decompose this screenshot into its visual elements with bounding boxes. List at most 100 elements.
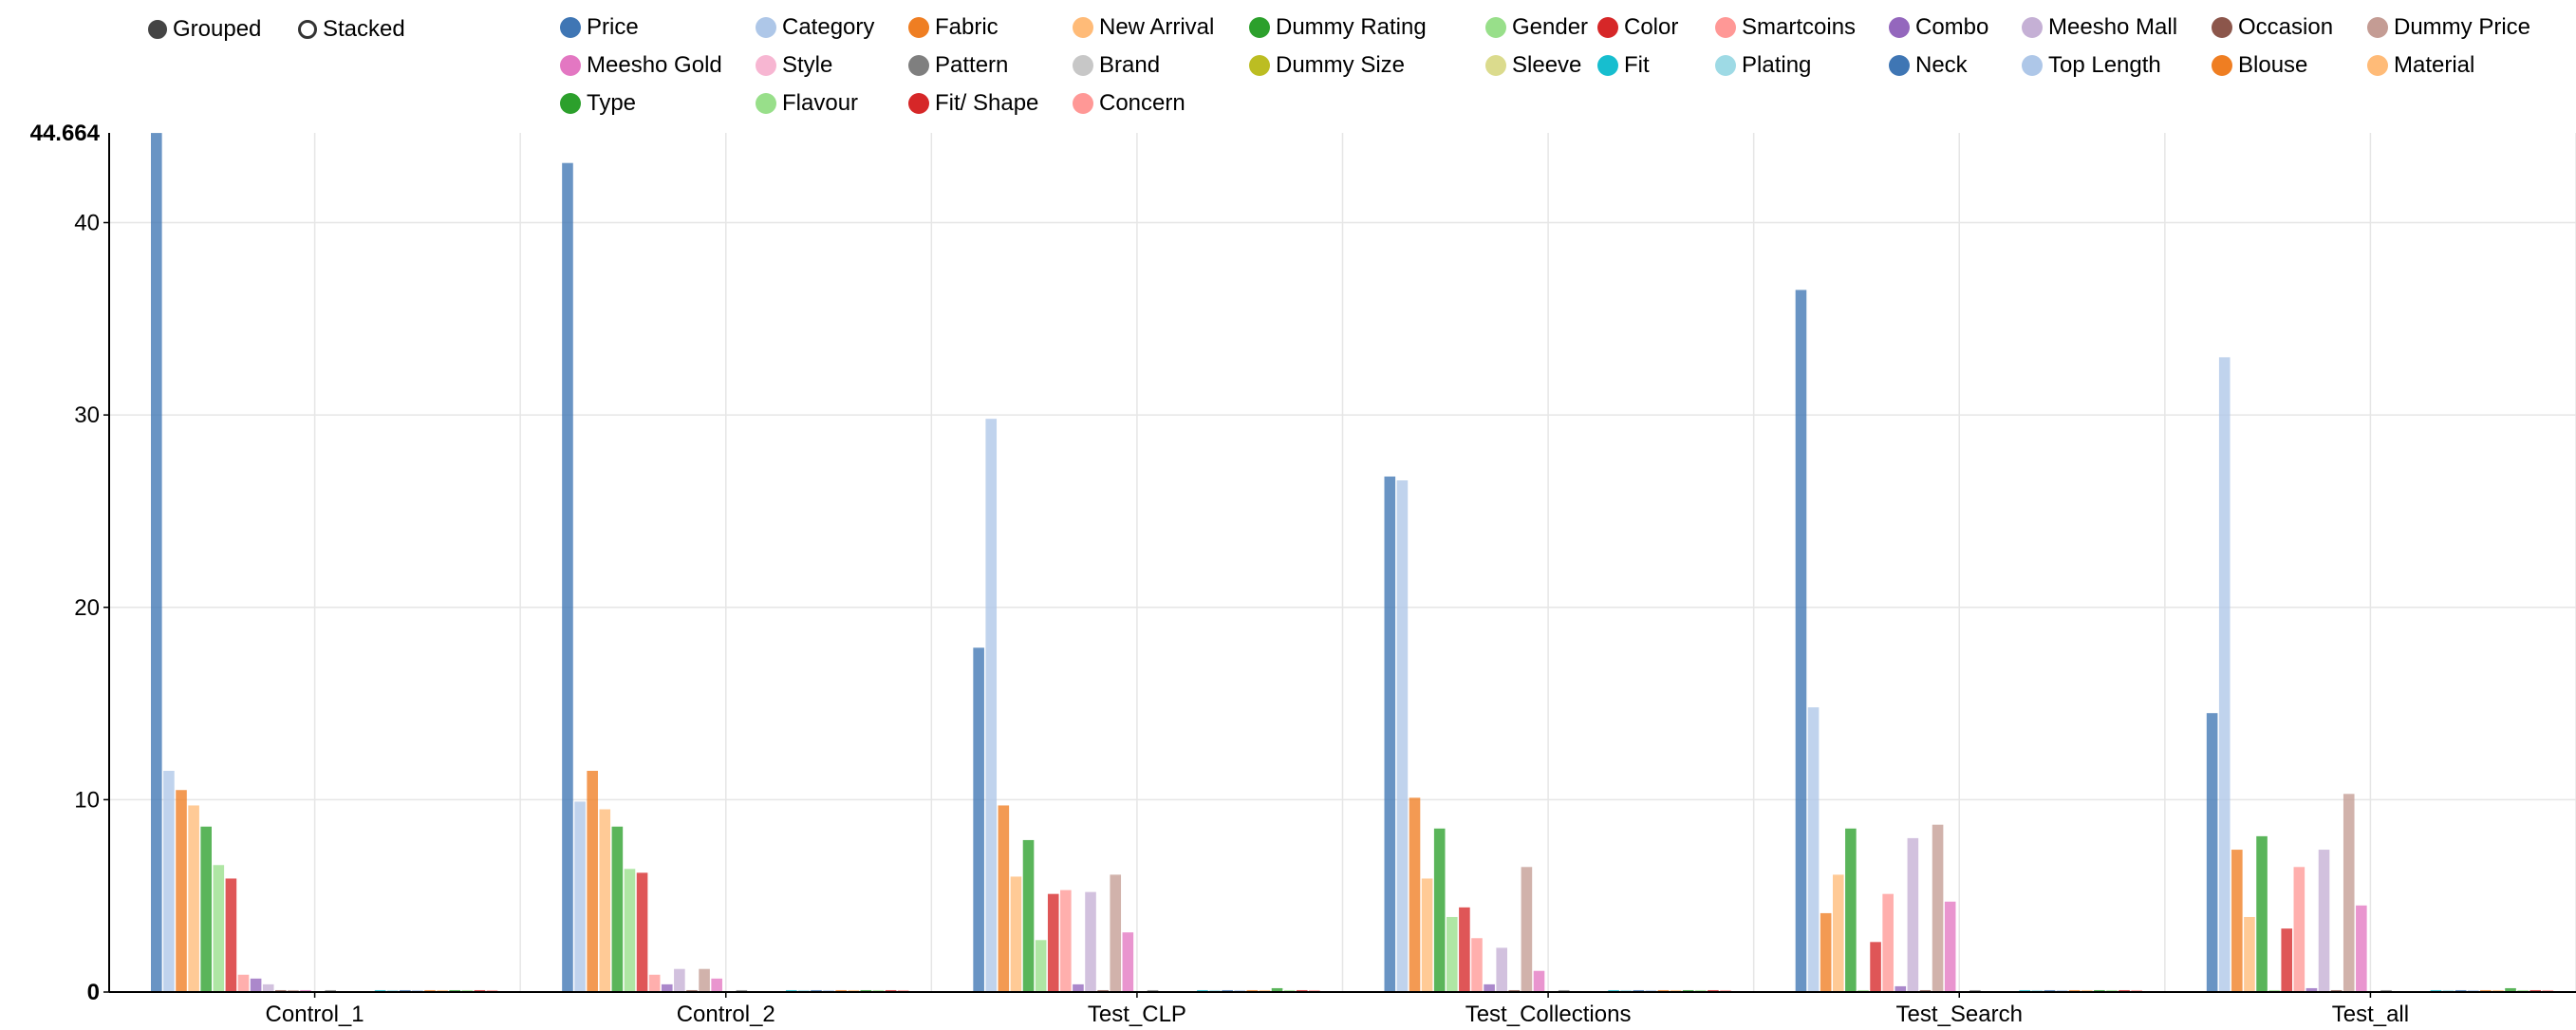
bar <box>225 878 237 992</box>
bar <box>386 989 399 992</box>
bar <box>1283 989 1296 992</box>
bar <box>661 983 673 992</box>
legend-item[interactable]: Brand <box>1073 52 1160 79</box>
bar <box>1209 989 1221 992</box>
legend-swatch-icon <box>2367 55 2388 76</box>
bar <box>262 983 274 992</box>
x-tick-label: Control_2 <box>677 1002 775 1027</box>
bar <box>835 989 847 992</box>
legend-item[interactable]: Category <box>756 14 874 41</box>
bar <box>1633 989 1645 992</box>
y-max-label: 44.664 <box>30 121 101 146</box>
bar <box>1832 874 1844 992</box>
legend-item[interactable]: Fabric <box>908 14 999 41</box>
legend-item[interactable]: Gender <box>1485 14 1588 41</box>
bar <box>1944 901 1956 992</box>
bar <box>1907 837 1919 992</box>
legend-item[interactable]: Sleeve <box>1485 52 1581 79</box>
bar <box>151 133 162 992</box>
bar <box>2281 928 2293 992</box>
bar <box>1010 876 1022 992</box>
legend-item[interactable]: Meesho Gold <box>560 52 722 79</box>
bar <box>424 989 436 992</box>
legend-label: Concern <box>1099 90 1185 116</box>
legend-label: Occasion <box>2238 14 2334 40</box>
legend-label: Brand <box>1099 52 1161 78</box>
bar <box>1433 828 1446 992</box>
legend-swatch-icon <box>560 93 581 114</box>
bar <box>1695 989 1707 992</box>
legend-label: Blouse <box>2238 52 2308 78</box>
legend-item[interactable]: Dummy Price <box>2367 14 2530 41</box>
bar <box>213 865 225 992</box>
bar <box>2430 989 2442 992</box>
stacked-label: Stacked <box>323 16 405 42</box>
legend-label: Combo <box>1915 14 1989 40</box>
bar <box>2380 989 2392 992</box>
bar <box>1919 989 1932 992</box>
bar <box>674 968 685 992</box>
bar <box>1645 989 1657 992</box>
bar <box>1271 987 1283 992</box>
legend-swatch-icon <box>1485 55 1506 76</box>
legend-item[interactable]: Concern <box>1073 90 1185 117</box>
bar <box>1969 989 1981 992</box>
legend-item[interactable]: Material <box>2367 52 2474 79</box>
stacked-radio[interactable]: Stacked <box>298 16 405 43</box>
legend-swatch-icon <box>1597 17 1618 38</box>
legend-item[interactable]: Color <box>1597 14 1678 41</box>
legend-item[interactable]: Type <box>560 90 636 117</box>
y-tick-label: 0 <box>87 980 100 1005</box>
bar <box>811 989 822 992</box>
bar <box>374 989 386 992</box>
bar <box>1259 989 1271 992</box>
bar <box>885 989 897 992</box>
legend-label: Fit/ Shape <box>935 90 1039 116</box>
bar <box>1484 983 1495 992</box>
legend-label: New Arrival <box>1099 14 1215 40</box>
bar <box>1122 932 1134 992</box>
bar <box>1073 983 1084 992</box>
legend-item[interactable]: Top Length <box>2022 52 2161 79</box>
bar <box>599 809 611 992</box>
legend-item[interactable]: Meesho Mall <box>2022 14 2177 41</box>
legend-label: Style <box>782 52 833 78</box>
bar <box>1657 989 1670 992</box>
legend-label: Meesho Mall <box>2048 14 2178 40</box>
legend-swatch-icon <box>2367 17 2388 38</box>
bar <box>648 974 661 992</box>
legend-item[interactable]: Smartcoins <box>1715 14 1856 41</box>
legend-item[interactable]: Style <box>756 52 832 79</box>
legend-swatch-icon <box>2022 55 2043 76</box>
bar <box>1147 989 1159 992</box>
grouped-radio[interactable]: Grouped <box>148 16 261 43</box>
legend-label: Flavour <box>782 90 859 116</box>
legend-item[interactable]: Fit <box>1597 52 1650 79</box>
legend-item[interactable]: Dummy Rating <box>1249 14 1427 41</box>
legend-item[interactable]: Pattern <box>908 52 1008 79</box>
legend-item[interactable]: Flavour <box>756 90 858 117</box>
legend-item[interactable]: Occasion <box>2212 14 2333 41</box>
y-tick-label: 10 <box>74 787 100 813</box>
bar <box>461 989 474 992</box>
bar <box>275 989 287 992</box>
legend-item[interactable]: New Arrival <box>1073 14 1214 41</box>
legend-item[interactable]: Fit/ Shape <box>908 90 1038 117</box>
bar <box>973 647 984 992</box>
bar <box>1496 947 1507 992</box>
legend-label: Type <box>587 90 637 116</box>
legend-label: Plating <box>1742 52 1812 78</box>
bar <box>2492 989 2504 992</box>
legend-item[interactable]: Blouse <box>2212 52 2307 79</box>
legend-swatch-icon <box>908 93 929 114</box>
legend-item[interactable]: Dummy Size <box>1249 52 1405 79</box>
bar <box>2268 989 2280 992</box>
bar <box>2343 794 2355 992</box>
bar <box>860 989 872 992</box>
legend-item[interactable]: Neck <box>1889 52 1968 79</box>
legend-label: Color <box>1624 14 1679 40</box>
legend-item[interactable]: Combo <box>1889 14 1988 41</box>
legend-swatch-icon <box>756 93 776 114</box>
legend-item[interactable]: Price <box>560 14 639 41</box>
legend-item[interactable]: Plating <box>1715 52 1811 79</box>
